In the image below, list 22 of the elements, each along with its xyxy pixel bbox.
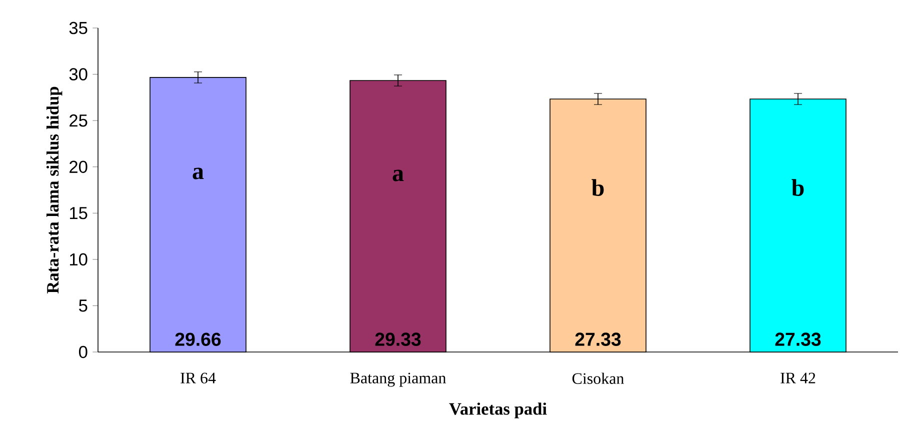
x-axis-title: Varietas padi (449, 402, 547, 418)
y-tick-label: 5 (79, 300, 88, 312)
annotation: b (592, 179, 604, 196)
y-axis-title: Rata-rata lama siklus hidup (46, 86, 62, 294)
data-label: 29.33 (375, 332, 421, 346)
data-label: 27.33 (575, 332, 621, 346)
y-tick-label: 10 (70, 253, 88, 266)
y-tick-label: 30 (69, 68, 88, 80)
x-tick-label: Batang piaman (350, 372, 446, 387)
y-tick-label: 0 (78, 346, 88, 358)
y-tick-label: 25 (70, 114, 88, 127)
annotation: a (192, 168, 204, 180)
data-label: 29.66 (175, 332, 221, 346)
annotation: b (792, 179, 804, 196)
y-tick-label: 35 (69, 22, 88, 34)
x-tick-label: IR 42 (780, 372, 816, 384)
data-label: 27.33 (775, 332, 821, 346)
y-tick-label: 15 (70, 207, 88, 220)
x-tick-label: IR 64 (180, 372, 216, 384)
y-tick-label: 20 (70, 160, 88, 173)
x-tick-label: Cisokan (572, 372, 624, 384)
annotation: a (392, 170, 404, 182)
